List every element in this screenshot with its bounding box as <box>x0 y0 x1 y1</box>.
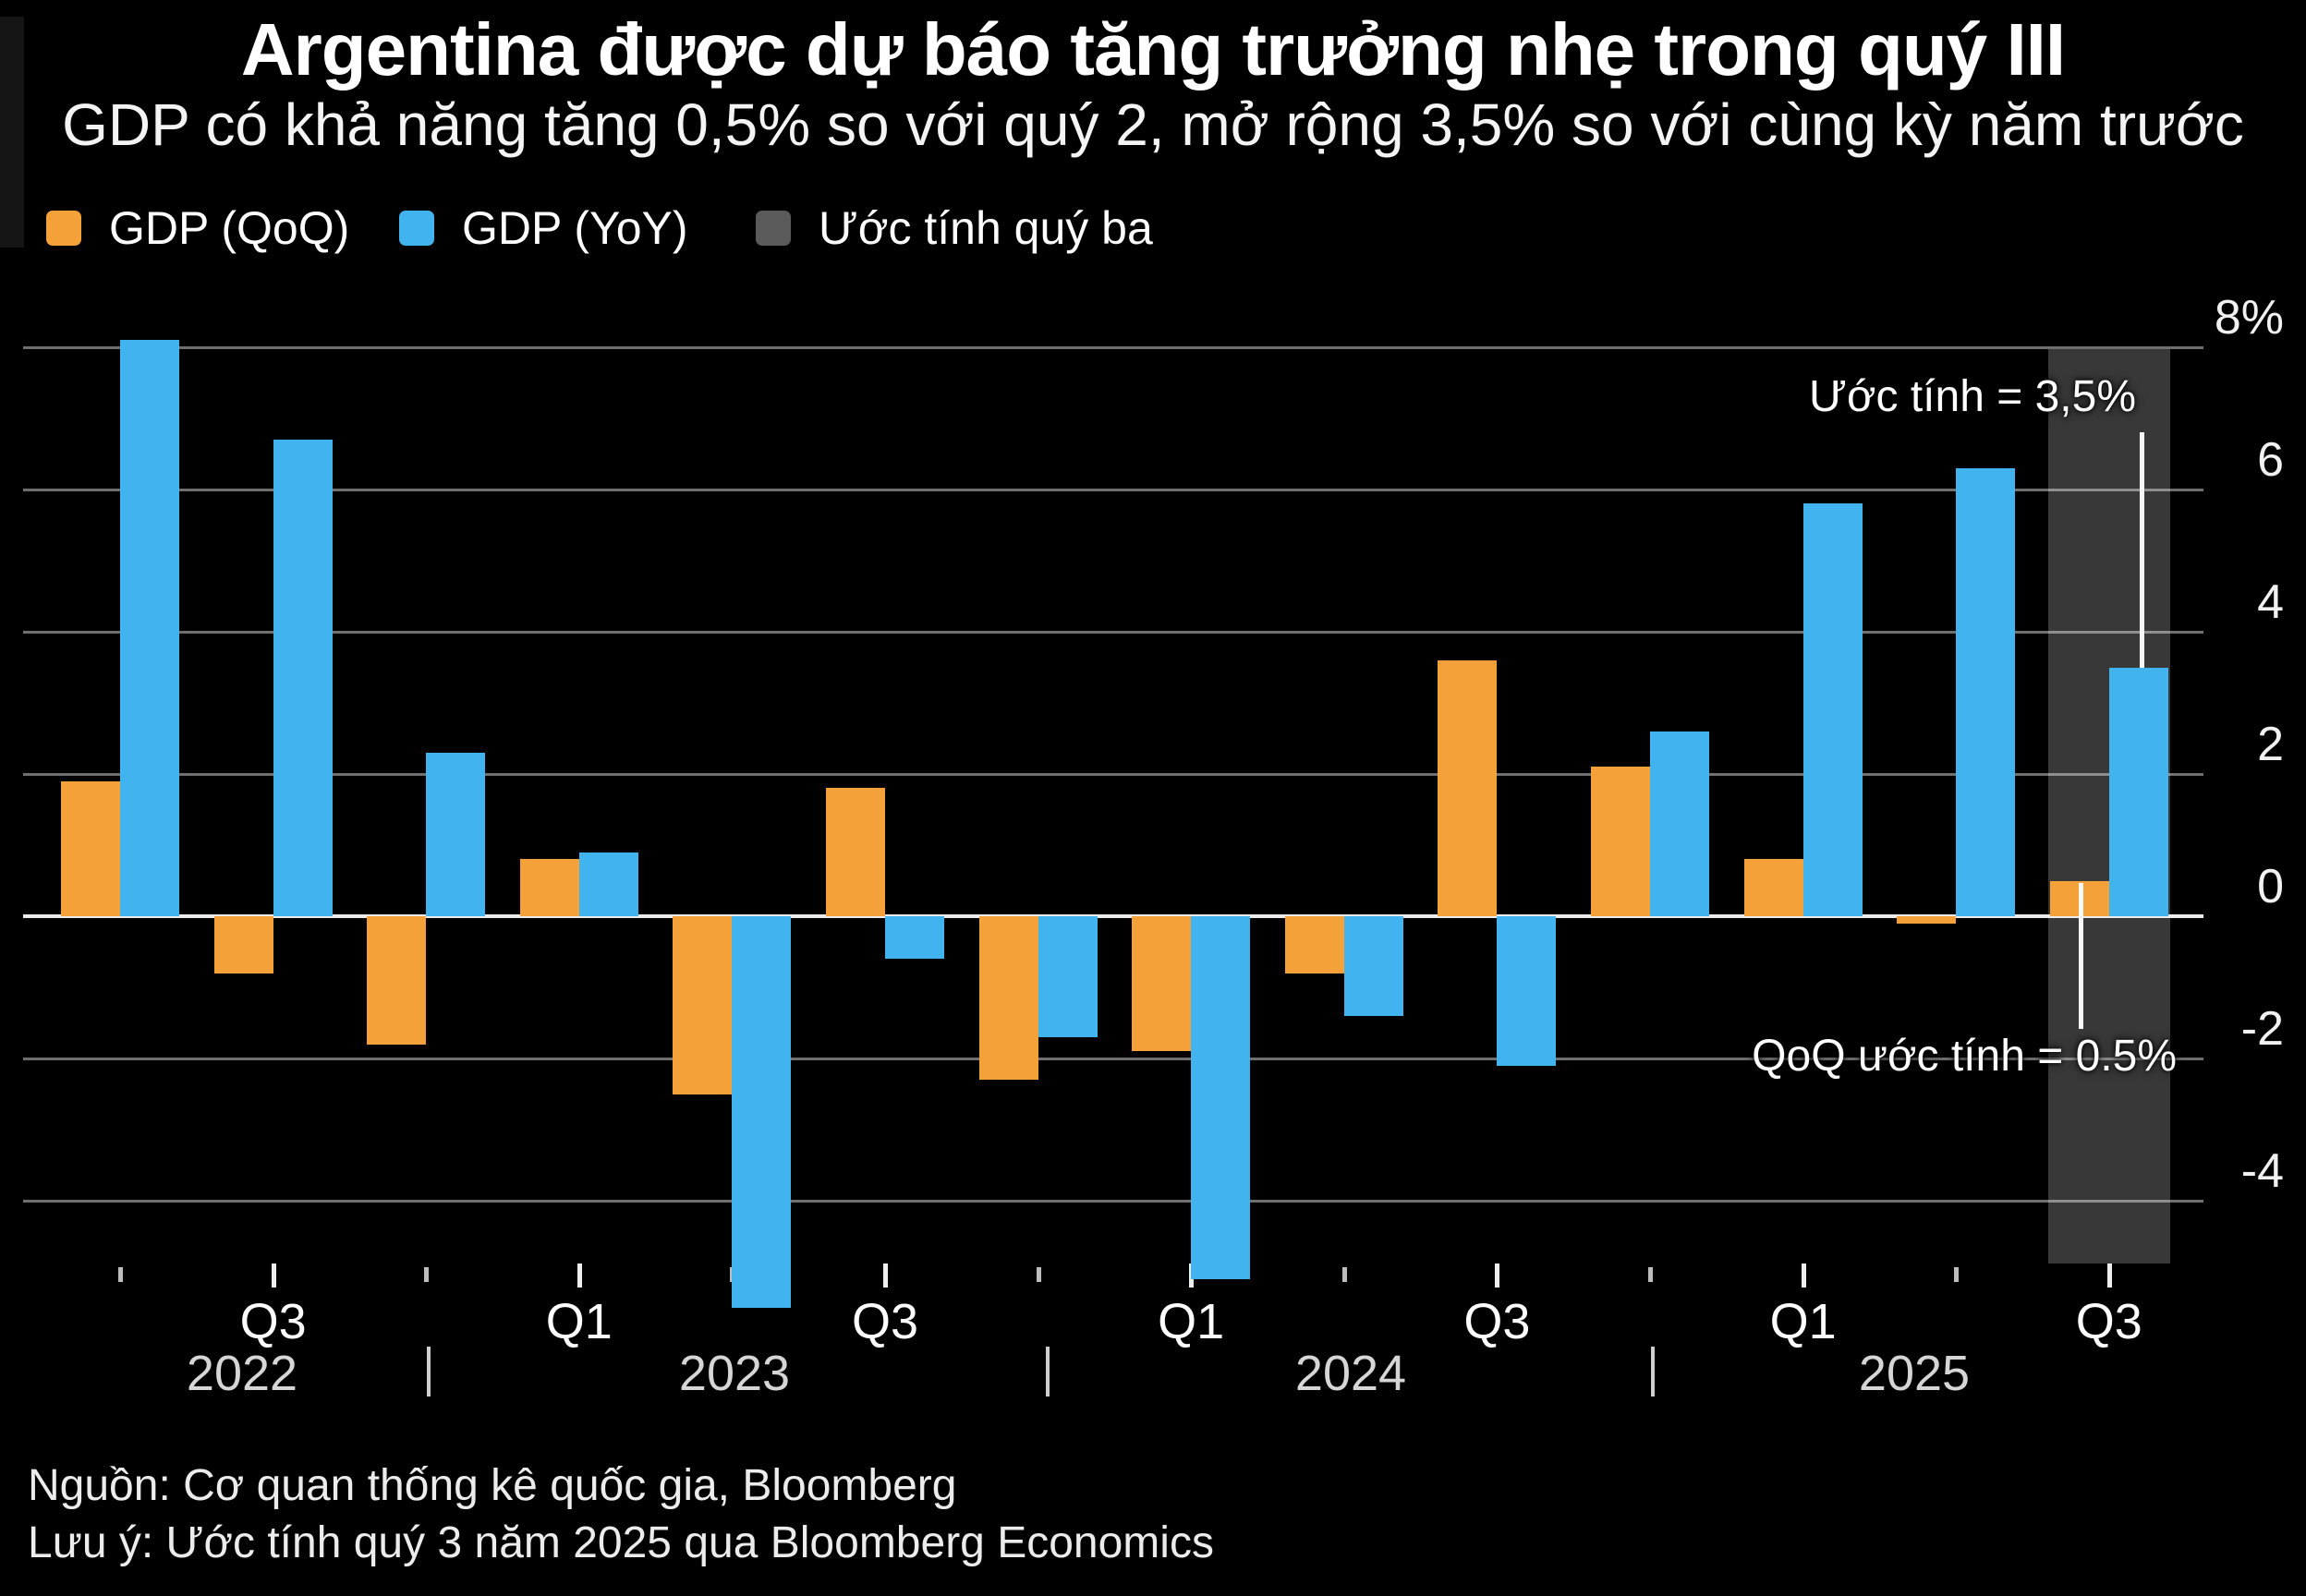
y-axis-label-8: 8% <box>2214 291 2284 345</box>
bar-yoy-q3-2024 <box>1497 916 1557 1066</box>
source-line: Nguồn: Cơ quan thống kê quốc gia, Bloomb… <box>28 1461 957 1510</box>
legend-swatch-icon <box>46 211 81 246</box>
year-label-2023: 2023 <box>678 1346 791 1401</box>
bar-qoq-q4-2024 <box>1591 767 1650 916</box>
legend-item-1: GDP (YoY) <box>399 202 688 254</box>
x-tick-1 <box>271 1264 276 1288</box>
legend-label: GDP (QoQ) <box>109 202 350 254</box>
x-tick-3 <box>576 1264 582 1288</box>
x-tick-label-q3-2025-(ước-tính): Q3 <box>2075 1294 2142 1349</box>
bar-yoy-q3-2023 <box>885 916 944 960</box>
y-axis-label--4: -4 <box>2240 1144 2284 1198</box>
bar-yoy-q1-2023 <box>578 852 638 916</box>
bar-yoy-q2-2025 <box>1956 467 2016 916</box>
note-line: Lưu ý: Ước tính quý 3 năm 2025 qua Bloom… <box>28 1518 1214 1567</box>
gridline-2 <box>23 773 2203 776</box>
gridline-8 <box>23 346 2203 349</box>
bar-yoy-q4-2022 <box>426 752 486 916</box>
bar-qoq-q1-2023 <box>519 859 579 916</box>
x-tick-0 <box>118 1267 123 1282</box>
x-tick-8 <box>1341 1267 1347 1282</box>
x-tick-6 <box>1036 1267 1041 1282</box>
bar-qoq-q3-2022 <box>213 916 273 973</box>
screen-artifact-strip <box>0 17 24 248</box>
x-tick-11 <box>1801 1264 1806 1288</box>
x-tick-label-q1-2025: Q1 <box>1769 1294 1837 1349</box>
gridline-6 <box>23 489 2203 491</box>
x-tick-label-q1-2023: Q1 <box>545 1294 613 1349</box>
bar-qoq-q2-2025 <box>1897 916 1957 924</box>
gridline--2 <box>23 1058 2203 1060</box>
x-tick-2 <box>424 1267 430 1282</box>
y-axis-label-0: 0 <box>2257 860 2284 913</box>
x-tick-10 <box>1648 1267 1653 1282</box>
bar-yoy-q3-2025-(ước-tính) <box>2108 667 2168 916</box>
year-separator-0 <box>427 1347 431 1396</box>
bar-qoq-q2-2023 <box>673 916 733 1094</box>
x-tick-label-q1-2024: Q1 <box>1158 1294 1225 1349</box>
bar-yoy-q4-2024 <box>1650 731 1709 916</box>
bar-yoy-q2-2023 <box>732 916 792 1308</box>
x-tick-13 <box>2106 1264 2112 1288</box>
zero-baseline <box>23 914 2203 918</box>
bar-qoq-q4-2023 <box>978 916 1038 1081</box>
bar-qoq-q1-2024 <box>1132 916 1192 1052</box>
legend-label: GDP (YoY) <box>462 202 688 254</box>
legend-item-2: Ước tính quý ba <box>756 202 1153 254</box>
year-label-2025: 2025 <box>1858 1346 1971 1401</box>
legend-item-0: GDP (QoQ) <box>46 202 349 254</box>
y-axis-label--2: -2 <box>2240 1002 2284 1056</box>
bar-qoq-q2-2022 <box>61 780 120 916</box>
x-tick-5 <box>883 1264 888 1288</box>
x-tick-label-q3-2024: Q3 <box>1463 1294 1531 1349</box>
x-tick-9 <box>1495 1264 1500 1288</box>
legend-swatch-icon <box>756 211 791 246</box>
year-label-2022: 2022 <box>186 1346 298 1401</box>
bar-qoq-q2-2024 <box>1284 916 1344 973</box>
chart-subtitle: GDP có khả năng tăng 0,5% so với quý 2, … <box>62 91 2244 158</box>
year-label-2024: 2024 <box>1294 1346 1407 1401</box>
gridline--4 <box>23 1200 2203 1203</box>
bar-yoy-q3-2022 <box>273 440 333 916</box>
bar-yoy-q1-2025 <box>1802 503 1863 916</box>
bar-yoy-q1-2024 <box>1191 916 1251 1279</box>
gridline-4 <box>23 631 2203 634</box>
legend-swatch-icon <box>399 211 434 246</box>
yoy-estimate-annotation: Ước tính = 3,5% <box>1809 372 2136 421</box>
chart-footer: Nguồn: Cơ quan thống kê quốc gia, Bloomb… <box>28 1457 1214 1572</box>
chart-title: Argentina được dự báo tăng trưởng nhẹ tr… <box>240 8 2066 91</box>
yoy-annotation-line <box>2139 432 2144 668</box>
bar-qoq-q4-2022 <box>367 916 427 1045</box>
legend-label: Ước tính quý ba <box>819 202 1153 254</box>
x-tick-label-q3-2023: Q3 <box>851 1294 919 1349</box>
bar-yoy-q4-2023 <box>1038 916 1098 1037</box>
bar-yoy-q2-2022 <box>120 340 179 916</box>
x-tick-label-q3-2022: Q3 <box>239 1294 307 1349</box>
year-separator-1 <box>1046 1347 1050 1396</box>
bar-yoy-q2-2024 <box>1343 916 1403 1016</box>
bar-qoq-q1-2025 <box>1743 859 1803 916</box>
chart-legend: GDP (QoQ) GDP (YoY) Ước tính quý ba <box>0 202 2306 255</box>
bar-qoq-q3-2023 <box>826 788 885 916</box>
qoq-estimate-annotation: QoQ ước tính = 0.5% <box>1752 1032 2177 1081</box>
bar-qoq-q3-2024 <box>1438 659 1498 916</box>
qoq-annotation-line <box>2078 882 2083 1029</box>
year-separator-2 <box>1651 1347 1655 1396</box>
y-axis-label-2: 2 <box>2257 718 2284 771</box>
x-tick-12 <box>1954 1267 1960 1282</box>
y-axis-label-6: 6 <box>2257 433 2284 487</box>
y-axis-label-4: 4 <box>2257 575 2284 629</box>
